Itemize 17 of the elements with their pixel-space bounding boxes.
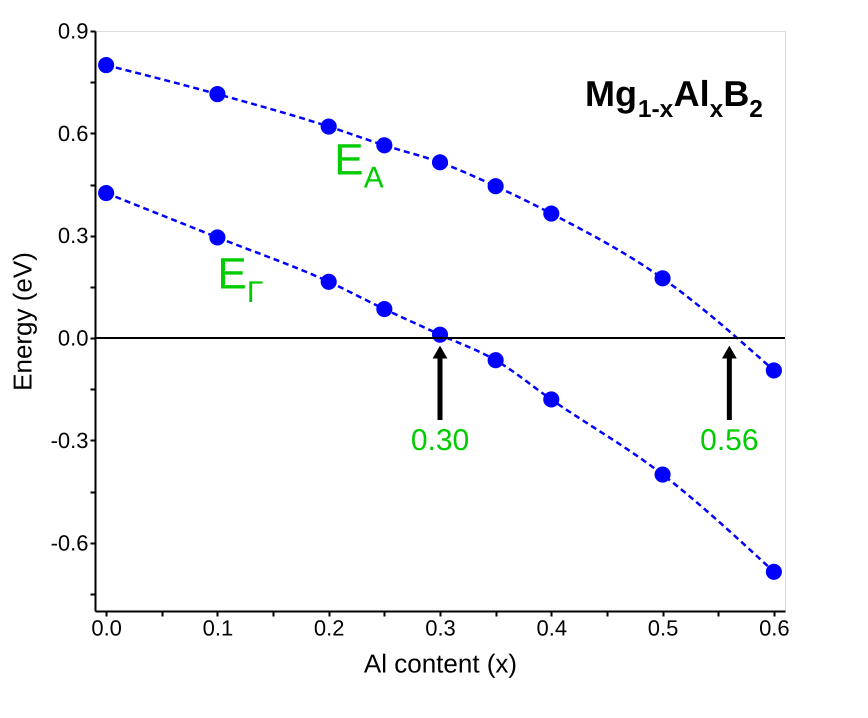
x-tick-label: 0.4 [536,616,568,640]
x-tick-label: 0.3 [425,616,456,640]
y-axis-title: Energy (eV) [8,252,38,391]
x-tick-label: 0.1 [202,616,234,640]
y-tick-label: 0.3 [58,223,88,248]
annotation: 0.30 [410,424,470,458]
x-axis-title: Al content (x) [364,648,518,678]
x-tick-label: 0.5 [648,616,678,640]
annotation: 0.56 [700,424,759,458]
y-tick-label: -0.3 [50,428,88,453]
x-tick-label: 0.6 [759,616,790,640]
y-tick-label: 0.9 [58,18,88,44]
x-tick-label: 0.2 [314,616,345,640]
y-tick-label: 0.6 [58,120,88,146]
y-tick-label: -0.6 [50,530,88,556]
x-tick-label: 0.0 [91,616,122,640]
y-tick-label: 0.0 [58,326,88,351]
